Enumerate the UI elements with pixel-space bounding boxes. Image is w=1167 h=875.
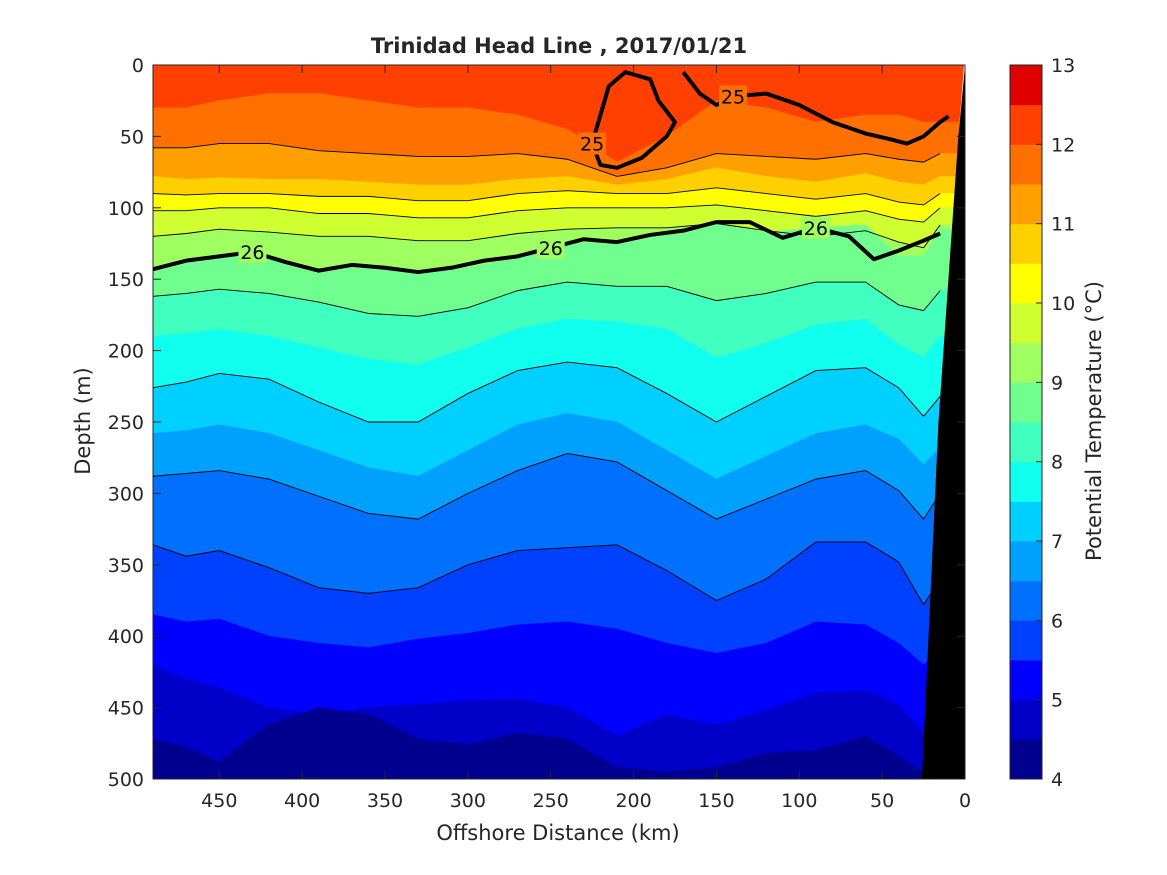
colorbar-segment xyxy=(1010,422,1042,463)
x-tick-label: 350 xyxy=(367,790,403,812)
density-contour-25 xyxy=(681,70,950,146)
y-tick-label: 100 xyxy=(108,198,144,220)
y-tick-label: 150 xyxy=(108,269,144,291)
colorbar-segment xyxy=(1010,620,1042,661)
colorbar-tick-label: 5 xyxy=(1051,690,1063,712)
colorbar-tick-label: 11 xyxy=(1051,214,1075,236)
plot-area: 26 26 26 25 25 xyxy=(153,65,965,779)
colorbar-tick-label: 7 xyxy=(1051,531,1063,553)
thin-contour-line xyxy=(153,204,941,223)
x-tick-label: 100 xyxy=(781,790,817,812)
x-tick-label: 400 xyxy=(284,790,320,812)
thin-contour-line xyxy=(153,187,941,206)
y-tick-label: 400 xyxy=(108,626,144,648)
colorbar-segment xyxy=(1010,303,1042,344)
colorbar-segment xyxy=(1010,461,1042,502)
colorbar-segment xyxy=(1010,342,1042,383)
thin-contour-line xyxy=(153,452,941,520)
y-tick-label: 200 xyxy=(108,341,144,363)
bathymetry-seafloor xyxy=(921,65,965,779)
y-axis: 0 50 100 150 200 250 300 350 400 450 500 xyxy=(108,55,965,791)
chart-title: Trinidad Head Line , 2017/01/21 xyxy=(371,34,747,58)
y-tick-label: 500 xyxy=(108,769,144,791)
x-tick-label: 450 xyxy=(201,790,237,812)
contour-label: 25 xyxy=(580,134,604,156)
contour-label: 26 xyxy=(240,242,264,264)
colorbar-frame xyxy=(1009,64,1043,780)
colorbar-segment xyxy=(1010,660,1042,701)
colorbar-segment xyxy=(1010,739,1042,780)
colorbar-segment xyxy=(1010,541,1042,582)
colorbar-segment xyxy=(1010,223,1042,264)
contour-label: 25 xyxy=(721,86,745,108)
colorbar-segment xyxy=(1010,184,1042,225)
contour-label-bg xyxy=(719,85,747,108)
y-tick-label: 250 xyxy=(108,412,144,434)
colorbar-label: Potential Temperature (°C) xyxy=(1082,281,1106,561)
colorbar-segment xyxy=(1010,382,1042,423)
thin-contour-line xyxy=(153,143,941,177)
density-contour-26 xyxy=(153,220,941,275)
surface-gap xyxy=(958,65,965,137)
contour-label-bg xyxy=(801,216,830,239)
colorbar-tick-label: 4 xyxy=(1051,769,1063,791)
colorbar-segment xyxy=(1010,699,1042,740)
x-tick-label: 200 xyxy=(615,790,651,812)
contour-label: 26 xyxy=(804,218,828,240)
x-axis-label: Offshore Distance (km) xyxy=(436,821,679,845)
colorbar-segment xyxy=(1010,580,1042,621)
y-tick-label: 350 xyxy=(108,555,144,577)
colorbar-segment xyxy=(1010,263,1042,304)
colorbar-tick-label: 8 xyxy=(1051,452,1063,474)
colorbar-segment xyxy=(1010,501,1042,542)
x-axis: 450 400 350 300 250 200 150 100 50 0 xyxy=(201,65,971,812)
colorbar-tick-label: 9 xyxy=(1051,372,1063,394)
thin-contour-line xyxy=(153,223,941,249)
x-tick-label: 300 xyxy=(450,790,486,812)
y-tick-label: 450 xyxy=(108,698,144,720)
colorbar-tick-label: 6 xyxy=(1051,610,1063,632)
colorbar: 4 5 6 7 8 9 10 11 12 13 xyxy=(1009,55,1075,791)
y-tick-label: 50 xyxy=(120,126,144,148)
x-tick-label: 150 xyxy=(698,790,734,812)
colorbar-tick-label: 12 xyxy=(1051,134,1075,156)
contour-label-bg xyxy=(578,132,607,155)
contour-label-bg xyxy=(536,236,565,259)
x-tick-label: 0 xyxy=(959,790,971,812)
thin-contour-line xyxy=(153,541,941,606)
contour-label: 26 xyxy=(539,238,563,260)
thin-contour-line xyxy=(153,281,941,317)
thin-contour-line xyxy=(153,361,941,423)
density-contour-25 xyxy=(590,70,677,170)
colorbar-tick-label: 13 xyxy=(1051,55,1075,77)
colorbar-segment xyxy=(1010,104,1042,145)
y-tick-label: 0 xyxy=(132,55,144,77)
colorbar-segment xyxy=(1010,144,1042,185)
y-axis-label: Depth (m) xyxy=(71,367,95,474)
colorbar-segment xyxy=(1010,65,1042,106)
y-tick-label: 300 xyxy=(108,483,144,505)
contour-label-bg xyxy=(238,241,267,264)
x-tick-label: 250 xyxy=(533,790,569,812)
colorbar-tick-label: 10 xyxy=(1051,293,1075,315)
x-tick-label: 50 xyxy=(870,790,894,812)
